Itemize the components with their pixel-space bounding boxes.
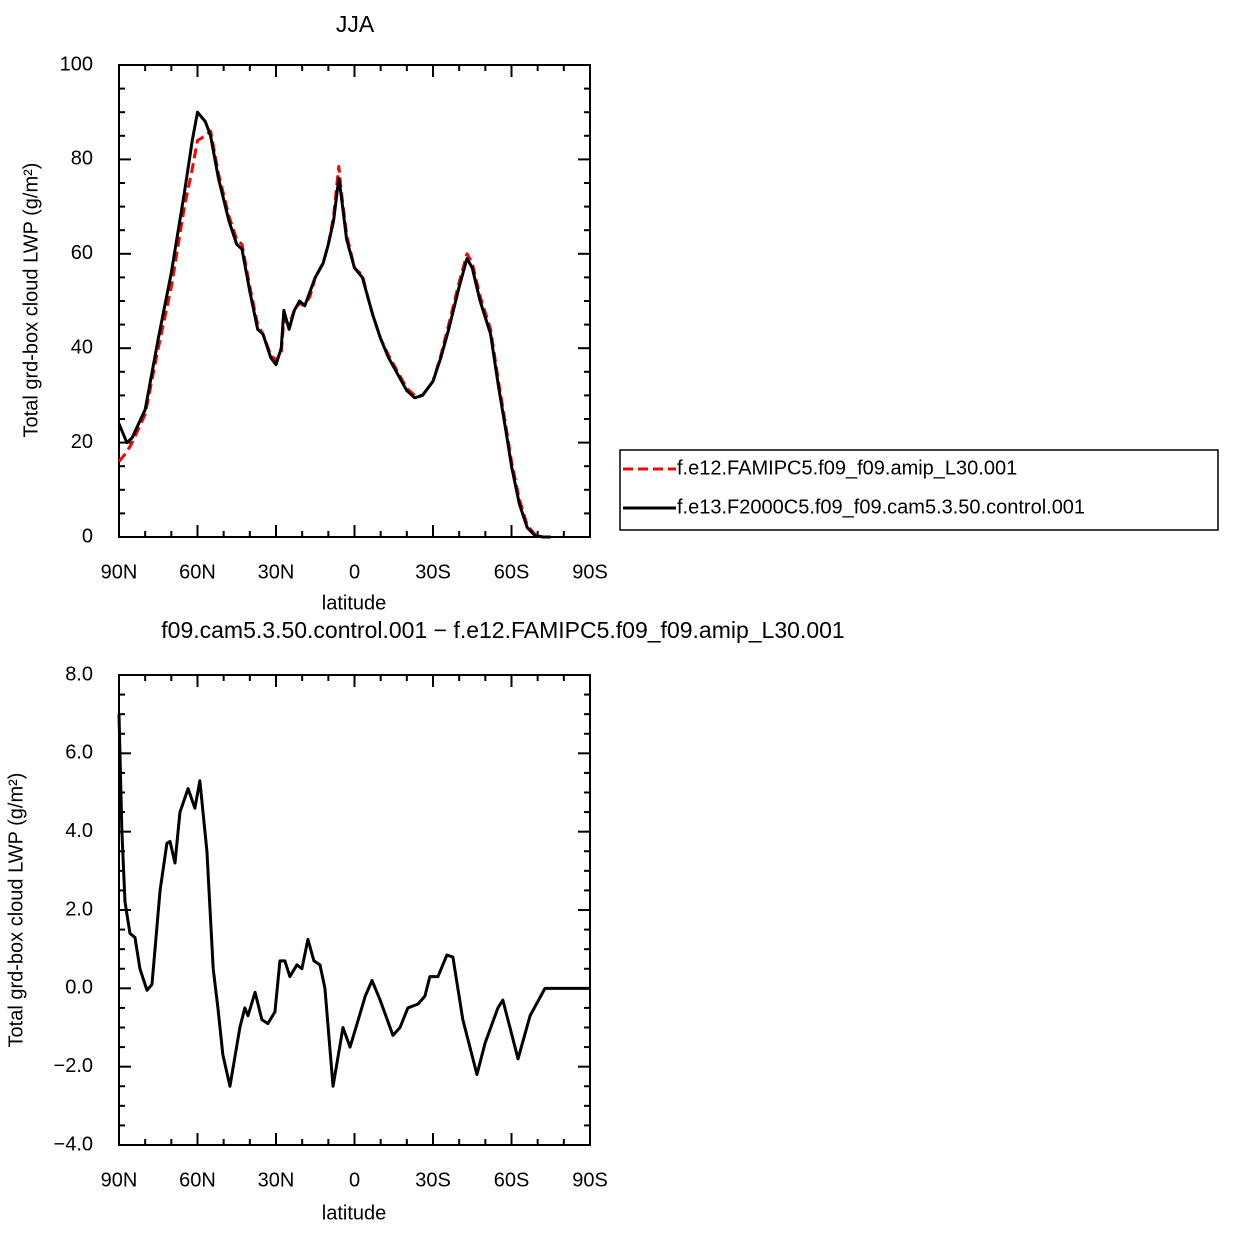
y-tick-label: 20	[71, 431, 93, 453]
x-tick-label: 0	[349, 561, 360, 583]
y-tick-label: 2.0	[65, 898, 93, 920]
y-tick-label: 8.0	[65, 663, 93, 685]
x-tick-label: 30S	[415, 1169, 451, 1191]
y-tick-label: 0	[82, 525, 93, 547]
y-tick-label: 60	[71, 242, 93, 264]
legend-label: f.e12.FAMIPC5.f09_f09.amip_L30.001	[677, 457, 1017, 479]
y-tick-label: 6.0	[65, 742, 93, 764]
x-tick-label: 90S	[572, 561, 608, 583]
x-tick-label: 90S	[572, 1169, 608, 1191]
y-tick-label: 40	[71, 336, 93, 358]
chart-title: f09.cam5.3.50.control.001 − f.e12.FAMIPC…	[161, 617, 844, 643]
y-tick-label: −4.0	[54, 1133, 93, 1155]
y-tick-label: −2.0	[54, 1055, 93, 1077]
x-axis-label: latitude	[322, 1202, 387, 1224]
x-tick-label: 60S	[494, 561, 530, 583]
y-axis-label: Total grd-box cloud LWP (g/m²)	[5, 773, 27, 1048]
plot-frame	[118, 64, 591, 538]
legend-label: f.e13.F2000C5.f09_f09.cam5.3.50.control.…	[677, 496, 1085, 518]
x-tick-label: 60N	[179, 561, 216, 583]
x-tick-label: 30N	[258, 1169, 295, 1191]
y-tick-label: 80	[71, 148, 93, 170]
x-tick-label: 60N	[179, 1169, 216, 1191]
x-axis-label: latitude	[322, 592, 387, 614]
x-tick-label: 60S	[494, 1169, 530, 1191]
y-axis-label: Total grd-box cloud LWP (g/m²)	[20, 163, 42, 438]
data-line	[117, 110, 551, 539]
legend-box	[619, 449, 1219, 531]
plot-frame	[118, 674, 591, 1146]
x-tick-label: 90N	[101, 561, 138, 583]
y-tick-label: 0.0	[65, 977, 93, 999]
y-tick-label: 100	[60, 53, 93, 75]
x-tick-label: 90N	[101, 1169, 138, 1191]
x-tick-label: 30S	[415, 561, 451, 583]
chart-title: JJA	[336, 11, 375, 37]
x-tick-label: 0	[349, 1169, 360, 1191]
y-tick-label: 4.0	[65, 820, 93, 842]
data-line	[117, 714, 590, 1088]
x-tick-label: 30N	[258, 561, 295, 583]
